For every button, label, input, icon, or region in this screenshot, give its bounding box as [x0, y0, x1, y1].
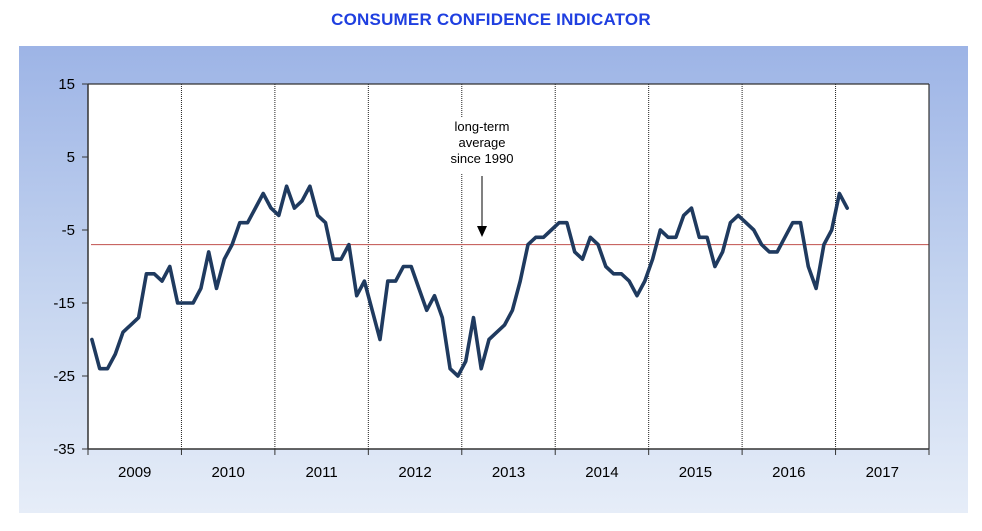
x-tick-label: 2016 — [772, 464, 805, 481]
x-tick-label: 2017 — [866, 464, 899, 481]
x-tick-label: 2011 — [305, 464, 337, 481]
x-tick-label: 2010 — [211, 464, 244, 481]
x-tick-label: 2013 — [492, 464, 525, 481]
y-tick-label: -35 — [53, 441, 75, 458]
y-tick-label: -5 — [62, 222, 75, 239]
y-tick-label: 15 — [58, 76, 75, 93]
y-tick-label: 5 — [67, 149, 75, 166]
arrow-down-icon — [477, 226, 487, 237]
annotation-text-line: average — [459, 135, 506, 150]
chart-title: CONSUMER CONFIDENCE INDICATOR — [331, 10, 651, 29]
y-tick-label: -25 — [53, 368, 75, 385]
series-line-consumer-confidence — [90, 184, 849, 378]
annotation-background — [442, 117, 522, 173]
x-tick-label: 2012 — [398, 464, 431, 481]
x-tick-label: 2009 — [118, 464, 151, 481]
x-axis-ticks: 2009 2010 2011 2012 2013 2014 2015 2016 2017 — [87, 449, 930, 481]
annotation-text-line: long-term — [455, 119, 510, 134]
y-axis-ticks: 15 5 -5 -15 -25 -35 — [53, 76, 88, 458]
x-tick-label: 2015 — [679, 464, 712, 481]
axes — [87, 83, 930, 450]
y-tick-label: -15 — [53, 295, 75, 312]
x-tick-label: 2014 — [585, 464, 618, 481]
data-points — [91, 186, 848, 377]
annotation-text-line: since 1990 — [451, 151, 514, 166]
